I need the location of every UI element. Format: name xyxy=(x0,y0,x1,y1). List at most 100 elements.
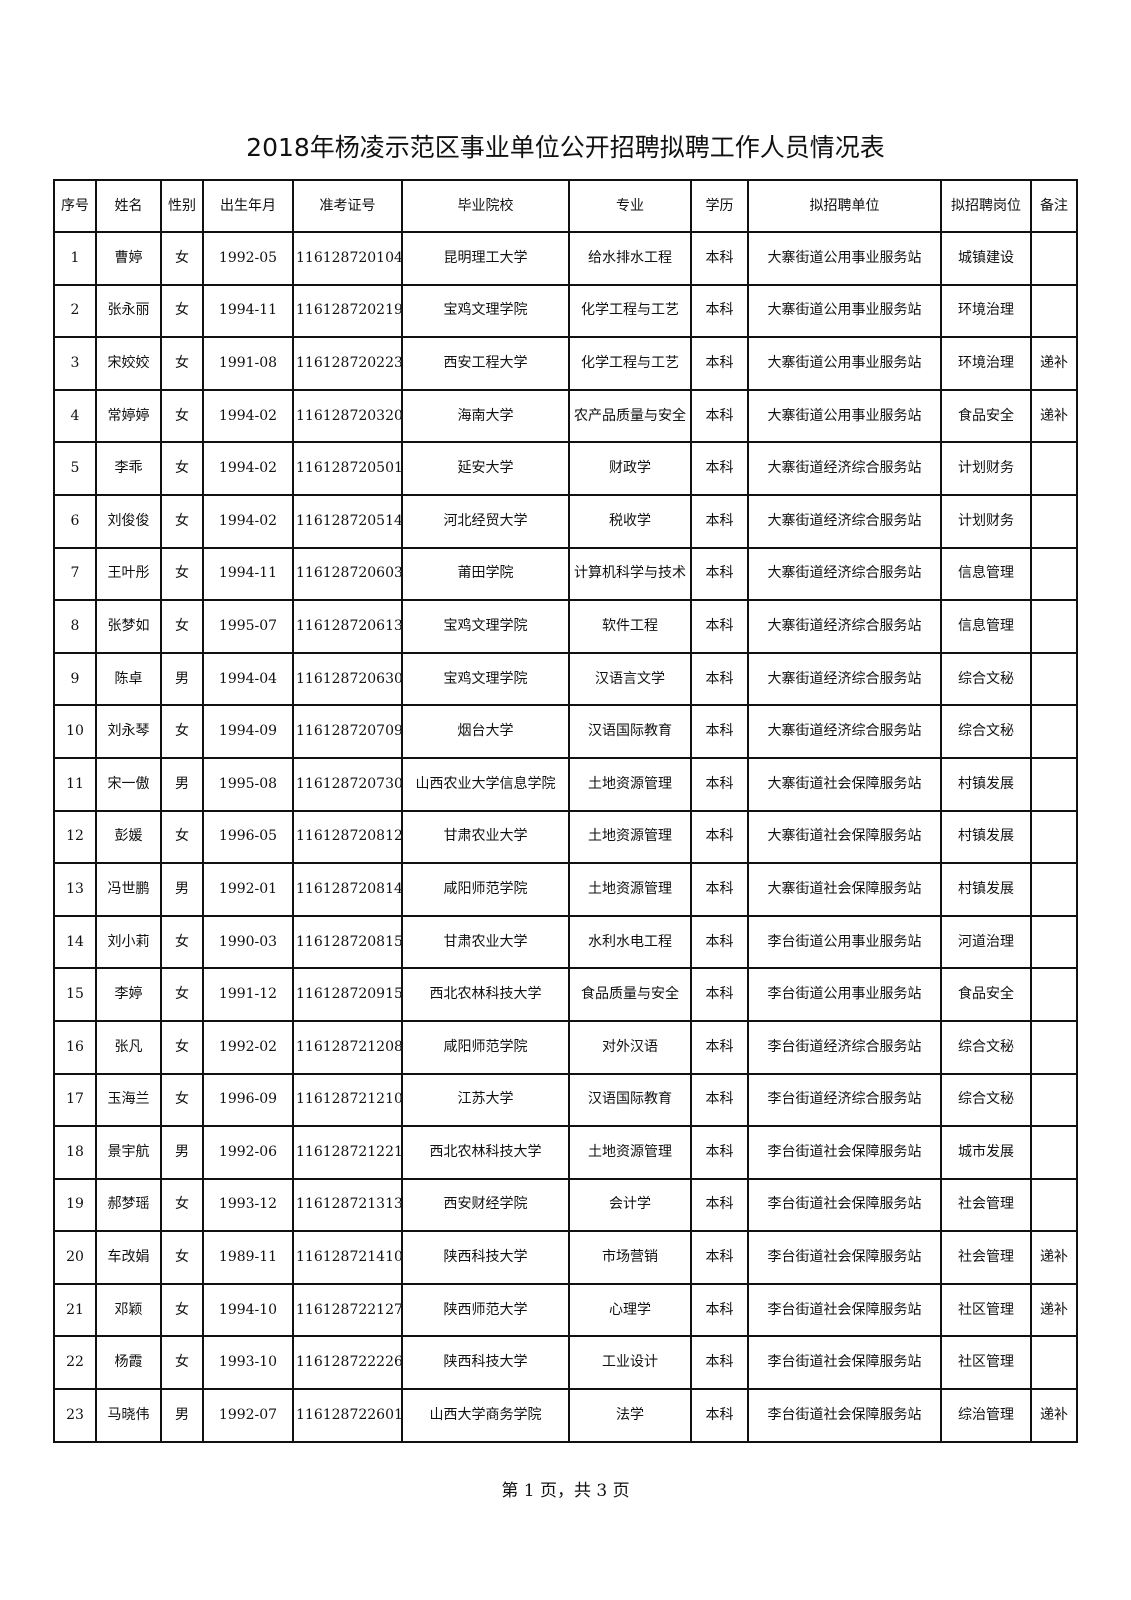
table-cell: 递补 xyxy=(1030,336,1078,391)
table-cell: 食品安全 xyxy=(940,388,1032,444)
table-cell: 男 xyxy=(160,1388,204,1443)
table-row: 3 宋姣姣女 1991-08 116128720223 西安工程大学 化学工程与工艺 本科大… xyxy=(53,336,1078,391)
table-row: 8 张梦如女 1995-07 116128720613 宝鸡文理学院 软件工程 本科 大寨街道… xyxy=(53,599,1078,654)
table-cell xyxy=(1030,441,1078,496)
table-cell: 李台街道社会保障服务站 xyxy=(747,1125,942,1180)
table-cell: 本科 xyxy=(690,862,749,917)
table-cell: 1995-08 xyxy=(202,756,294,812)
table-cell xyxy=(1030,914,1078,970)
table-cell: 计划财务 xyxy=(940,493,1032,549)
table-cell: 土地资源管理 xyxy=(568,756,692,812)
table-cell: 李台街道社会保障服务站 xyxy=(747,1230,942,1285)
table-cell: 女 xyxy=(160,967,204,1022)
table-cell: 城镇建设 xyxy=(940,231,1032,286)
table-cell: 村镇发展 xyxy=(940,862,1032,917)
table-cell: 大寨街道经济综合服务站 xyxy=(747,599,942,654)
table-cell: 曹婷 xyxy=(95,231,162,286)
table-cell: 女 xyxy=(160,283,204,339)
table-cell: 村镇发展 xyxy=(940,809,1032,865)
table-cell: 李台街道经济综合服务站 xyxy=(747,1072,942,1128)
table-cell: 玉海兰 xyxy=(95,1072,162,1128)
table-cell: 女 xyxy=(160,1282,204,1338)
table-row: 2 张永丽女 1994-11 116128720219 宝鸡文理学院 化学工程与工艺 本科大… xyxy=(53,283,1078,339)
table-cell: 递补 xyxy=(1030,388,1078,444)
table-cell: 莆田学院 xyxy=(401,546,570,602)
table-cell: 116128722601 xyxy=(292,1388,403,1443)
column-header: 拟招聘单位 xyxy=(747,179,942,233)
table-cell: 116128720815 xyxy=(292,914,403,970)
table-cell: 116128721410 xyxy=(292,1230,403,1285)
table-cell: 市场营销 xyxy=(568,1230,692,1285)
table-cell: 工业设计 xyxy=(568,1335,692,1391)
table-cell xyxy=(1030,283,1078,339)
table-cell: 法学 xyxy=(568,1388,692,1443)
table-cell: 17 xyxy=(53,1072,97,1128)
table-cell: 女 xyxy=(160,546,204,602)
table-cell: 女 xyxy=(160,704,204,759)
table-cell: 陕西科技大学 xyxy=(401,1230,570,1285)
table-cell: 1994-02 xyxy=(202,388,294,444)
table-cell: 车改娟 xyxy=(95,1230,162,1285)
table-cell: 山西农业大学信息学院 xyxy=(401,756,570,812)
table-cell: 女 xyxy=(160,231,204,286)
table-cell xyxy=(1030,599,1078,654)
table-cell xyxy=(1030,1335,1078,1391)
table-cell: 咸阳师范学院 xyxy=(401,1019,570,1075)
table-row: 14 刘小莉女 1990-03 116128720815 甘肃农业大学 水利水电工程 本科李… xyxy=(53,914,1078,970)
table-cell xyxy=(1030,1177,1078,1233)
table-cell: 环境治理 xyxy=(940,283,1032,339)
table-cell: 社会管理 xyxy=(940,1177,1032,1233)
table-cell: 116128722226 xyxy=(292,1335,403,1391)
table-cell: 烟台大学 xyxy=(401,704,570,759)
table-cell: 社区管理 xyxy=(940,1335,1032,1391)
table-row: 16 张凡女 1992-02 116128721208 咸阳师范学院 对外汉语 本科 李台街道… xyxy=(53,1019,1078,1075)
table-cell: 财政学 xyxy=(568,441,692,496)
table-cell: 大寨街道社会保障服务站 xyxy=(747,756,942,812)
table-cell: 信息管理 xyxy=(940,546,1032,602)
table-cell: 软件工程 xyxy=(568,599,692,654)
table-cell: 8 xyxy=(53,599,97,654)
table-cell: 本科 xyxy=(690,388,749,444)
table-cell: 10 xyxy=(53,704,97,759)
table-cell: 土地资源管理 xyxy=(568,862,692,917)
table-row: 12 彭媛女 1996-05 116128720812 甘肃农业大学 土地资源管理 本科 大寨… xyxy=(53,809,1078,865)
table-cell xyxy=(1030,756,1078,812)
table-cell: 王叶彤 xyxy=(95,546,162,602)
table-cell: 食品安全 xyxy=(940,967,1032,1022)
table-cell: 延安大学 xyxy=(401,441,570,496)
table-cell: 彭媛 xyxy=(95,809,162,865)
table-cell: 甘肃农业大学 xyxy=(401,914,570,970)
table-cell: 女 xyxy=(160,1177,204,1233)
table-cell xyxy=(1030,493,1078,549)
table-cell: 西安工程大学 xyxy=(401,336,570,391)
table-cell: 宝鸡文理学院 xyxy=(401,651,570,707)
table-header: 序号 姓名 性别 出生年月 准考证号 毕业院校 专业 学历 拟招聘单位 拟招聘岗位 备注 xyxy=(53,179,1078,233)
table-cell: 女 xyxy=(160,1230,204,1285)
table-cell: 陈卓 xyxy=(95,651,162,707)
table-cell: 116128720219 xyxy=(292,283,403,339)
table-cell: 本科 xyxy=(690,336,749,391)
table-cell: 本科 xyxy=(690,1177,749,1233)
table-cell: 18 xyxy=(53,1125,97,1180)
table-cell: 综合文秘 xyxy=(940,651,1032,707)
table-cell: 11 xyxy=(53,756,97,812)
table-row: 10 刘永琴女 1994-09 116128720709 烟台大学 汉语国际教育 本科 大寨街… xyxy=(53,704,1078,759)
table-cell: 男 xyxy=(160,756,204,812)
table-cell: 本科 xyxy=(690,1019,749,1075)
table-cell xyxy=(1030,967,1078,1022)
table-cell: 李台街道公用事业服务站 xyxy=(747,967,942,1022)
table-cell: 116128720501 xyxy=(292,441,403,496)
table-cell: 116128720223 xyxy=(292,336,403,391)
table-row: 4 常婷婷女 1994-02 116128720320 海南大学 农产品质量与安全 本科 大寨… xyxy=(53,388,1078,444)
table-cell: 会计学 xyxy=(568,1177,692,1233)
table-cell: 江苏大学 xyxy=(401,1072,570,1128)
table-cell: 邓颖 xyxy=(95,1282,162,1338)
column-header: 出生年月 xyxy=(202,179,294,233)
table-cell: 宝鸡文理学院 xyxy=(401,283,570,339)
table-cell: 化学工程与工艺 xyxy=(568,336,692,391)
table-cell: 本科 xyxy=(690,493,749,549)
table-cell: 女 xyxy=(160,336,204,391)
table-cell: 本科 xyxy=(690,1282,749,1338)
table-cell: 19 xyxy=(53,1177,97,1233)
table-cell: 116128720915 xyxy=(292,967,403,1022)
